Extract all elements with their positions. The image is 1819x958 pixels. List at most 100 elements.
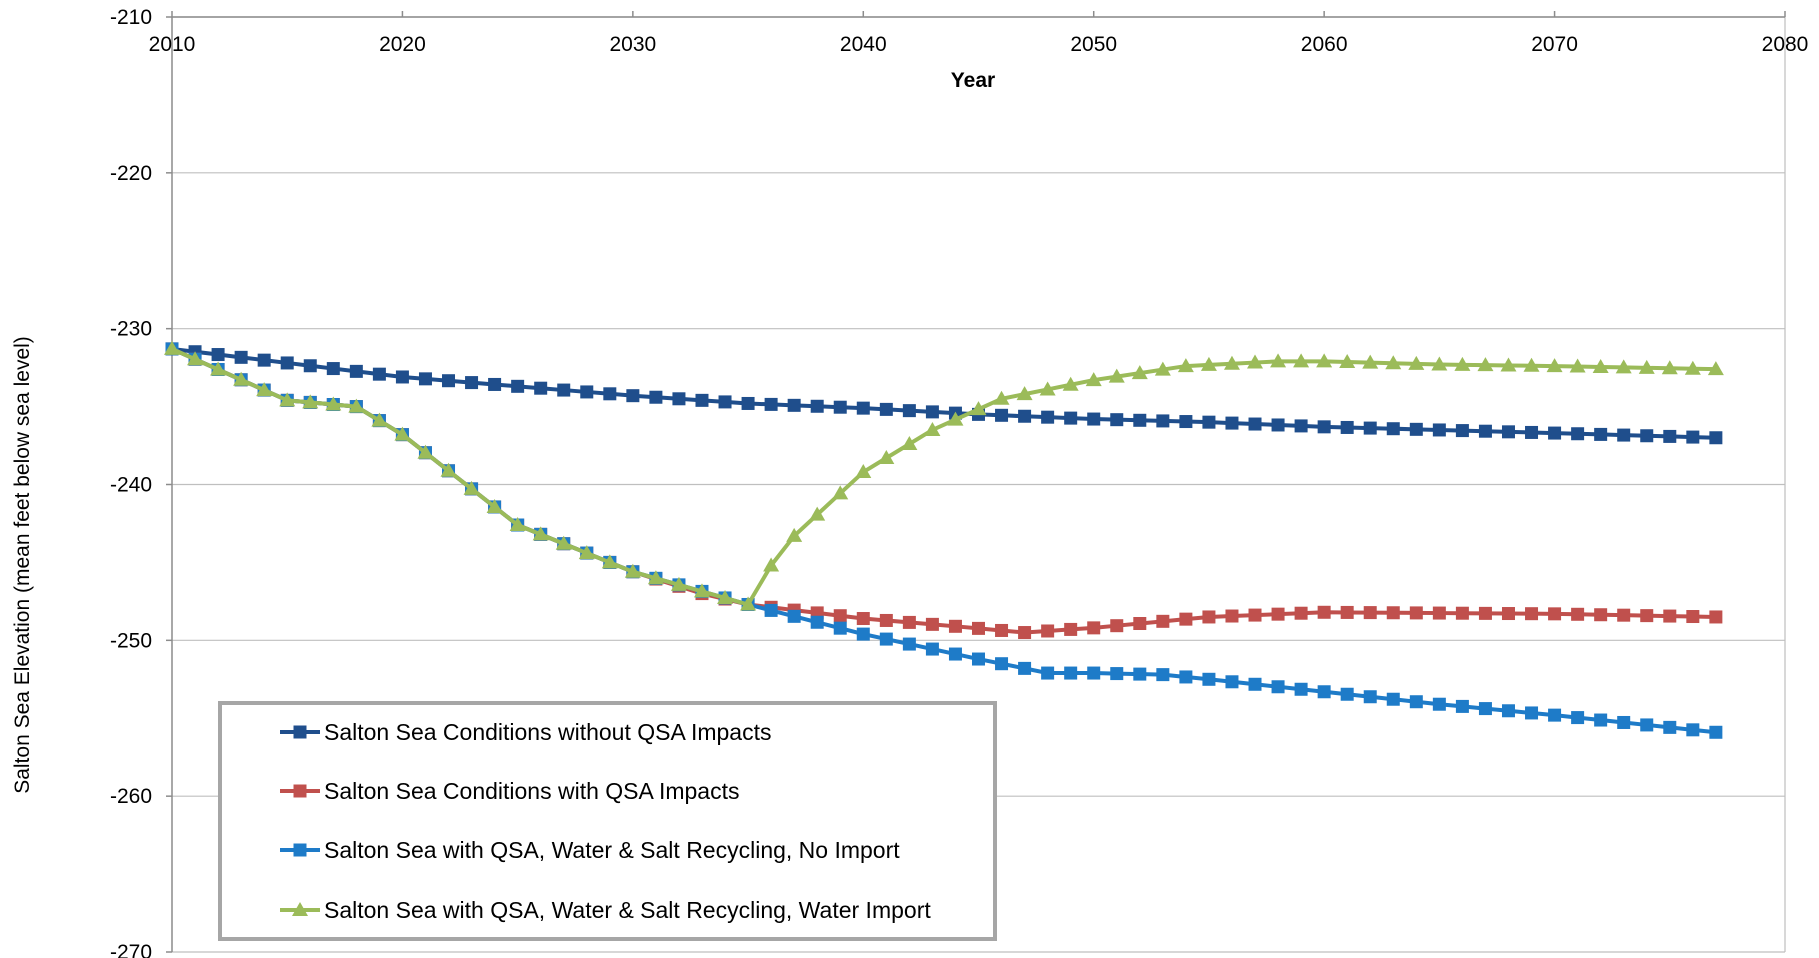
- x-tick-label-6: 2070: [1531, 33, 1578, 56]
- series-3-point-32: [901, 435, 918, 450]
- series-3-point-58: [1500, 357, 1517, 372]
- series-3-point-53: [1385, 355, 1402, 370]
- series-3-point-23: [693, 583, 710, 598]
- series-0-point-63: [1617, 428, 1631, 442]
- series-1: [165, 342, 1723, 640]
- series-3-point-9: [371, 412, 388, 427]
- series-0: [165, 342, 1723, 445]
- x-tick-label-4: 2050: [1070, 33, 1117, 56]
- series-3-point-47: [1247, 354, 1264, 369]
- series-3-point-4: [256, 382, 273, 397]
- series-0-point-52: [1363, 421, 1377, 435]
- series-2-point-33: [925, 642, 939, 656]
- series-1-point-55: [1432, 606, 1446, 620]
- series-0-point-59: [1525, 425, 1539, 439]
- series-1-point-45: [1202, 610, 1216, 624]
- series-0-point-58: [1501, 425, 1515, 439]
- series-0-point-48: [1271, 418, 1285, 432]
- series-0-point-12: [442, 374, 456, 388]
- series-3-point-28: [809, 506, 826, 521]
- series-1-point-40: [1087, 621, 1101, 635]
- series-0-point-3: [234, 350, 248, 364]
- series-3-point-64: [1638, 359, 1655, 374]
- series-1-point-35: [972, 621, 985, 635]
- series-1-point-63: [1617, 608, 1631, 622]
- x-axis-title: Year: [951, 69, 995, 92]
- series-0-point-49: [1294, 419, 1308, 433]
- y-axis-title: Salton Sea Elevation (mean feet below se…: [11, 336, 34, 794]
- series-2: [165, 342, 1723, 739]
- x-tick-labels: 2010 2020 2030 2040 2050 2060 2070 2080: [149, 11, 1809, 56]
- series-2-point-64: [1640, 718, 1654, 732]
- series-1-point-57: [1478, 606, 1492, 620]
- series-0-point-18: [580, 385, 594, 399]
- series-1-point-33: [925, 617, 939, 631]
- series-3-point-48: [1270, 353, 1287, 368]
- series-3-point-1: [187, 351, 204, 366]
- series-3-point-19: [601, 554, 618, 569]
- series-2-point-65: [1663, 720, 1677, 734]
- legend: Salton Sea Conditions without QSA Impact…: [218, 701, 997, 941]
- series-2-point-28: [810, 615, 824, 629]
- series-2-point-41: [1110, 667, 1124, 681]
- series-3-point-41: [1108, 368, 1125, 383]
- series-0-point-17: [557, 383, 571, 397]
- series-2-point-51: [1340, 687, 1354, 701]
- series-3-point-65: [1661, 360, 1678, 375]
- series-1-point-29: [833, 609, 847, 623]
- legend-swatch-marker-1: [293, 784, 307, 798]
- series-3-point-6: [302, 394, 319, 409]
- series-1-point-51: [1340, 605, 1354, 619]
- x-tick-label-2: 2030: [609, 33, 656, 56]
- series-3-point-44: [1177, 358, 1194, 373]
- series-2-point-60: [1548, 708, 1562, 722]
- series-0-point-29: [833, 400, 847, 414]
- series-2-point-55: [1432, 697, 1446, 711]
- series-1-point-52: [1363, 606, 1377, 620]
- series-3-point-21: [647, 570, 664, 585]
- series-0-point-7: [326, 362, 340, 376]
- series-1-point-38: [1041, 624, 1055, 638]
- x-tick-label-5: 2060: [1301, 33, 1348, 56]
- x-tick-label-3: 2040: [840, 33, 887, 56]
- series-3-point-50: [1316, 353, 1333, 368]
- series-0-point-8: [349, 364, 363, 378]
- series-1-point-30: [856, 612, 870, 626]
- series-1-point-31: [879, 613, 893, 627]
- y-tick-label-2: -230: [110, 318, 152, 341]
- series-0-point-60: [1548, 426, 1562, 440]
- series-2-point-67: [1709, 725, 1723, 739]
- series-3-point-42: [1131, 365, 1148, 380]
- series-3-point-13: [463, 480, 480, 495]
- series-0-point-40: [1087, 412, 1101, 426]
- series-2-point-30: [856, 627, 870, 641]
- y-tick-label-0: -210: [110, 6, 152, 29]
- series-3-point-66: [1684, 360, 1701, 375]
- series-2-point-42: [1133, 667, 1147, 681]
- series-3-point-10: [394, 426, 411, 441]
- series-1-point-64: [1640, 609, 1654, 623]
- series-2-point-57: [1478, 702, 1492, 716]
- series-0-point-36: [995, 408, 1009, 422]
- series-0-point-26: [764, 397, 778, 411]
- series-2-point-37: [1018, 661, 1032, 675]
- series-1-point-53: [1386, 606, 1400, 620]
- series-line-1: [171, 347, 1716, 635]
- y-tick-labels: -210 -220 -230 -240 -250 -260 -270: [110, 6, 172, 958]
- series-0-point-64: [1640, 429, 1654, 443]
- series-3-point-52: [1362, 354, 1379, 369]
- series-0-point-55: [1432, 423, 1446, 437]
- series-0-point-16: [534, 381, 548, 395]
- series-0-point-27: [787, 398, 801, 412]
- series-2-point-27: [787, 609, 801, 623]
- series-1-point-59: [1525, 607, 1539, 621]
- series-1-point-61: [1571, 607, 1585, 621]
- series-2-point-35: [972, 652, 985, 666]
- series-3-point-46: [1223, 355, 1240, 370]
- series-3-point-29: [832, 485, 849, 500]
- series-2-point-48: [1271, 680, 1285, 694]
- legend-label-0: Salton Sea Conditions without QSA Impact…: [324, 719, 771, 745]
- x-tick-label-7: 2080: [1762, 33, 1809, 56]
- series-3-point-62: [1592, 358, 1609, 373]
- x-tick-label-1: 2020: [379, 33, 426, 56]
